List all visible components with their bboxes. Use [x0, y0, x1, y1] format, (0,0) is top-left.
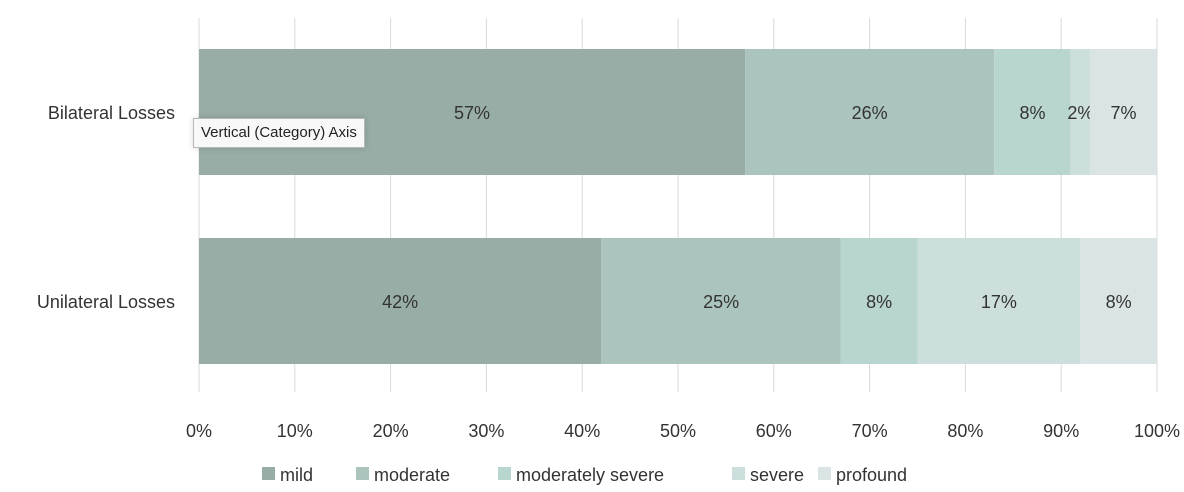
x-tick-label: 10%	[277, 421, 313, 441]
legend-label: mild	[280, 465, 313, 485]
category-label: Bilateral Losses	[48, 103, 175, 123]
bar-segment	[745, 49, 995, 175]
data-label: 26%	[852, 103, 888, 123]
bar-segment	[601, 238, 841, 364]
legend-label: severe	[750, 465, 804, 485]
x-tick-label: 90%	[1043, 421, 1079, 441]
legend-label: moderately severe	[516, 465, 664, 485]
data-label: 25%	[703, 292, 739, 312]
x-tick-label: 20%	[373, 421, 409, 441]
legend-swatch	[732, 467, 745, 480]
data-label: 8%	[1019, 103, 1045, 123]
data-label: 7%	[1110, 103, 1136, 123]
legend-label: moderate	[374, 465, 450, 485]
x-tick-label: 60%	[756, 421, 792, 441]
x-tick-label: 50%	[660, 421, 696, 441]
x-tick-label: 0%	[186, 421, 212, 441]
data-label: 17%	[981, 292, 1017, 312]
data-label: 8%	[1106, 292, 1132, 312]
legend-swatch	[498, 467, 511, 480]
bar-segment	[840, 238, 918, 364]
bar-segment	[1070, 49, 1090, 175]
x-tick-label: 70%	[852, 421, 888, 441]
bar-segment	[199, 238, 602, 364]
bar-segment	[917, 238, 1081, 364]
category-label: Unilateral Losses	[37, 292, 175, 312]
bar-segment	[1080, 238, 1157, 364]
axis-tooltip: Vertical (Category) Axis	[193, 118, 365, 148]
bar-segment	[994, 49, 1071, 175]
legend-swatch	[356, 467, 369, 480]
x-tick-label: 40%	[564, 421, 600, 441]
bar-segment	[1089, 49, 1157, 175]
legend-label: profound	[836, 465, 907, 485]
data-label: 42%	[382, 292, 418, 312]
data-label: 8%	[866, 292, 892, 312]
x-tick-label: 30%	[468, 421, 504, 441]
legend-swatch	[818, 467, 831, 480]
legend-swatch	[262, 467, 275, 480]
x-tick-label: 100%	[1134, 421, 1180, 441]
data-label: 57%	[454, 103, 490, 123]
x-tick-label: 80%	[947, 421, 983, 441]
bar-segment	[199, 49, 746, 175]
data-label: 2%	[1067, 103, 1093, 123]
